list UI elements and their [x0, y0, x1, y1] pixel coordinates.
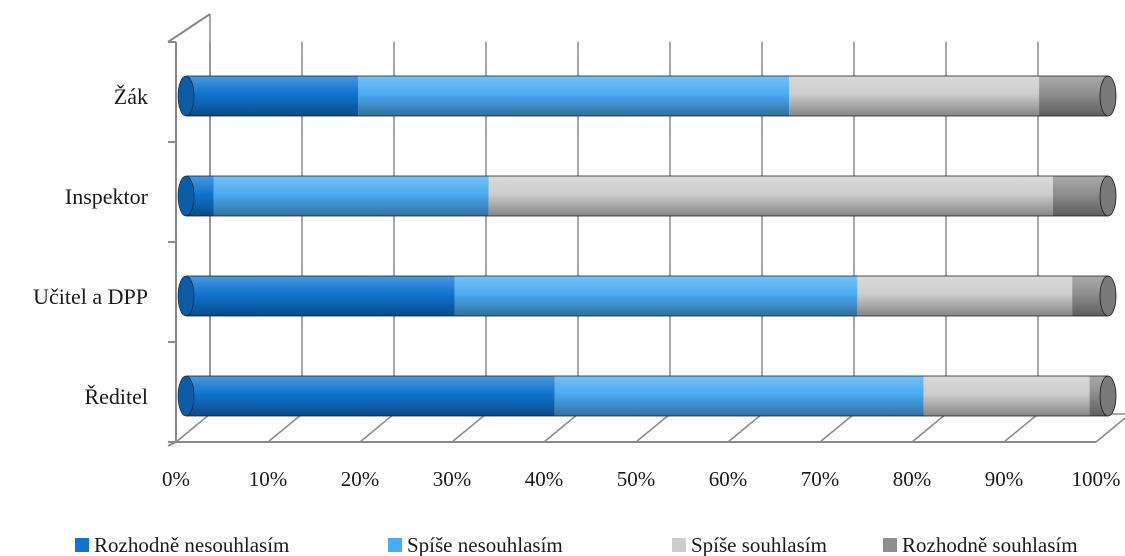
- legend-label: Rozhodně souhlasím: [902, 533, 1078, 556]
- floor-gridline: [911, 413, 947, 443]
- bar-segment: [186, 376, 555, 416]
- bar-cap-left: [177, 375, 195, 417]
- bar-segment: [186, 276, 455, 316]
- bar-segment: [358, 76, 790, 116]
- legend-swatch: [388, 538, 402, 552]
- bar-cap-right: [1099, 175, 1117, 217]
- floor-gridline: [543, 413, 579, 443]
- x-tick-label: 90%: [985, 467, 1024, 491]
- legend: Rozhodně nesouhlasím Spíše nesouhlasím Spí…: [75, 533, 1078, 556]
- bar-cap-right: [1099, 275, 1117, 317]
- legend-swatch: [75, 538, 89, 552]
- bar-segment: [1052, 176, 1108, 216]
- bar-segment: [186, 76, 359, 116]
- bar-outline: [186, 75, 1108, 117]
- floor-gridline: [727, 413, 763, 443]
- bar-segment: [789, 76, 1040, 116]
- floor-gridline: [1095, 417, 1125, 443]
- legend-label: Rozhodně nesouhlasím: [94, 533, 289, 556]
- bar-cap-left: [177, 75, 195, 117]
- y-axis-category-labels: Žák Inspektor Učitel a DPP Ředitel: [33, 84, 149, 409]
- bar-cap-left: [177, 275, 195, 317]
- legend-label: Spíše souhlasím: [691, 533, 827, 556]
- x-axis-tick-labels: 0% 10% 20% 30% 40% 50% 60% 70% 80% 90% 100%: [162, 467, 1121, 491]
- bar-segment: [857, 276, 1073, 316]
- bar-cap-right: [1099, 75, 1117, 117]
- bar-segment: [213, 176, 489, 216]
- bar-outline: [186, 175, 1108, 217]
- x-tick-label: 70%: [801, 467, 840, 491]
- floor-gridline: [175, 413, 211, 443]
- floor-gridline: [1003, 413, 1039, 443]
- bars: [177, 75, 1117, 417]
- floor-gridline: [819, 413, 855, 443]
- bar-segment: [554, 376, 924, 416]
- bar-cap-left: [177, 175, 195, 217]
- bar-outline: [186, 375, 1108, 417]
- x-tick-label: 20%: [341, 467, 380, 491]
- x-tick-label: 100%: [1072, 467, 1121, 491]
- x-tick-label: 50%: [617, 467, 656, 491]
- x-tick-label: 80%: [893, 467, 932, 491]
- floor-gridline: [635, 413, 671, 443]
- bar-cap-right: [1099, 375, 1117, 417]
- category-label: Učitel a DPP: [33, 284, 148, 309]
- x-tick-label: 10%: [249, 467, 288, 491]
- category-label: Inspektor: [65, 184, 149, 209]
- x-tick-label: 40%: [525, 467, 564, 491]
- bar-outline: [186, 275, 1108, 317]
- side-wall-top-edge: [167, 13, 211, 43]
- category-label: Žák: [114, 84, 148, 109]
- floor-gridline: [359, 413, 395, 443]
- floor-gridline: [267, 413, 303, 443]
- bar-segment: [488, 176, 1053, 216]
- category-label: Ředitel: [84, 384, 148, 409]
- x-tick-label: 30%: [433, 467, 472, 491]
- bar-segment: [1039, 76, 1108, 116]
- legend-swatch: [883, 538, 897, 552]
- legend-swatch: [672, 538, 686, 552]
- legend-label: Spíše nesouhlasím: [407, 533, 563, 556]
- bar-segment: [454, 276, 858, 316]
- floor-gridline: [451, 413, 487, 443]
- x-tick-label: 0%: [162, 467, 190, 491]
- x-tick-label: 60%: [709, 467, 748, 491]
- bar-segment: [923, 376, 1090, 416]
